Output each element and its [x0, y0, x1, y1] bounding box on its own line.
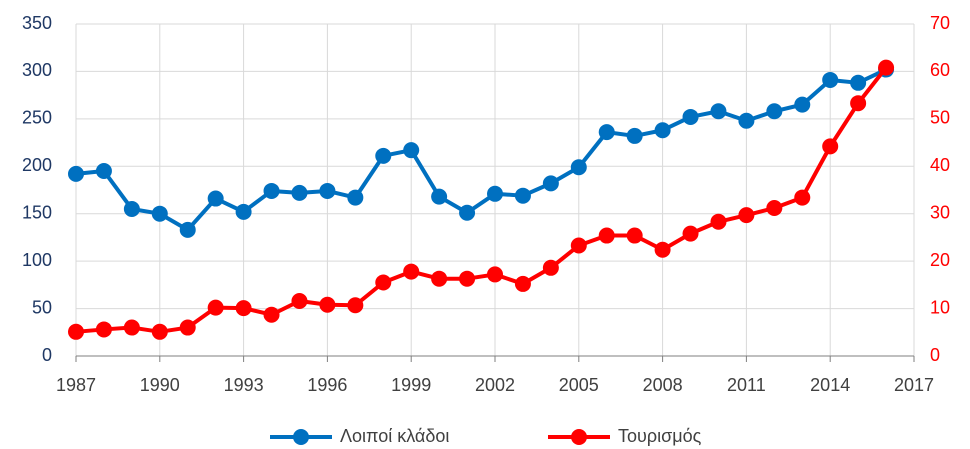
point: [654, 241, 671, 258]
point: [514, 187, 531, 204]
x-tick-label: 1996: [307, 375, 347, 395]
point: [235, 300, 252, 317]
point: [347, 189, 364, 206]
point: [738, 112, 755, 129]
point: [179, 319, 196, 336]
y2-tick-label: 40: [930, 155, 950, 175]
point: [291, 292, 308, 309]
point: [487, 266, 503, 283]
point: [403, 263, 420, 280]
point: [207, 190, 224, 207]
point: [319, 182, 336, 199]
y2-tick-label: 10: [930, 297, 950, 317]
x-tick-label: 2005: [559, 375, 599, 395]
point: [403, 142, 420, 159]
y2-tick-label: 70: [930, 13, 950, 33]
point: [570, 159, 587, 176]
point: [570, 237, 587, 254]
point: [850, 74, 867, 91]
point: [263, 306, 280, 323]
x-tick-label: 1987: [56, 375, 96, 395]
point: [542, 175, 559, 192]
point: [235, 203, 252, 220]
y-tick-label: 250: [22, 108, 52, 128]
legend-label: Τουρισμός: [618, 426, 702, 446]
point: [375, 147, 392, 164]
point: [151, 205, 168, 222]
point: [878, 59, 895, 76]
point: [123, 200, 140, 217]
point: [123, 319, 140, 336]
y-tick-label: 0: [42, 345, 52, 365]
y-tick-label: 200: [22, 155, 52, 175]
point: [68, 323, 84, 340]
point: [542, 259, 559, 276]
point: [375, 274, 392, 291]
point: [710, 213, 727, 230]
x-tick-label: 2014: [810, 375, 850, 395]
point: [822, 138, 839, 155]
y-tick-label: 350: [22, 13, 52, 33]
point: [68, 165, 84, 182]
point: [710, 103, 727, 120]
point: [95, 163, 112, 180]
x-tick-label: 1993: [224, 375, 264, 395]
point: [291, 184, 308, 201]
point: [598, 227, 615, 244]
x-tick-label: 2017: [894, 375, 934, 395]
point: [850, 95, 867, 112]
point: [263, 182, 280, 199]
y2-tick-label: 30: [930, 202, 950, 222]
legend-marker: [293, 429, 309, 445]
y-tick-label: 300: [22, 60, 52, 80]
point: [794, 189, 811, 206]
point: [151, 323, 168, 340]
point: [822, 71, 839, 88]
x-tick-label: 2011: [727, 375, 766, 395]
point: [598, 124, 615, 141]
point: [459, 270, 476, 287]
y2-tick-label: 60: [930, 60, 950, 80]
x-tick-label: 1990: [140, 375, 180, 395]
point: [514, 275, 531, 292]
point: [682, 108, 699, 125]
point: [487, 185, 503, 202]
y-tick-label: 50: [32, 297, 52, 317]
point: [431, 270, 448, 287]
point: [207, 299, 224, 316]
x-tick-label: 2002: [475, 375, 515, 395]
y2-tick-label: 50: [930, 108, 950, 128]
point: [682, 225, 699, 242]
point: [459, 204, 476, 221]
series-line: [75, 67, 887, 232]
legend-marker: [571, 429, 587, 445]
point: [738, 207, 755, 224]
point: [95, 321, 112, 338]
y-tick-label: 150: [22, 202, 52, 222]
x-tick-label: 2008: [643, 375, 683, 395]
x-tick-label: 1999: [391, 375, 431, 395]
y2-tick-label: 20: [930, 250, 950, 270]
point: [431, 188, 448, 205]
point: [626, 127, 643, 144]
legend-label: Λοιποί κλάδοι: [340, 426, 449, 446]
point: [794, 96, 811, 113]
point: [319, 296, 336, 313]
point: [179, 221, 196, 238]
point: [347, 297, 364, 314]
point: [766, 200, 783, 217]
series-line: [75, 66, 888, 334]
point: [766, 103, 783, 120]
point: [654, 122, 671, 139]
point: [626, 227, 643, 244]
y2-tick-label: 0: [930, 345, 940, 365]
y-tick-label: 100: [22, 250, 52, 270]
